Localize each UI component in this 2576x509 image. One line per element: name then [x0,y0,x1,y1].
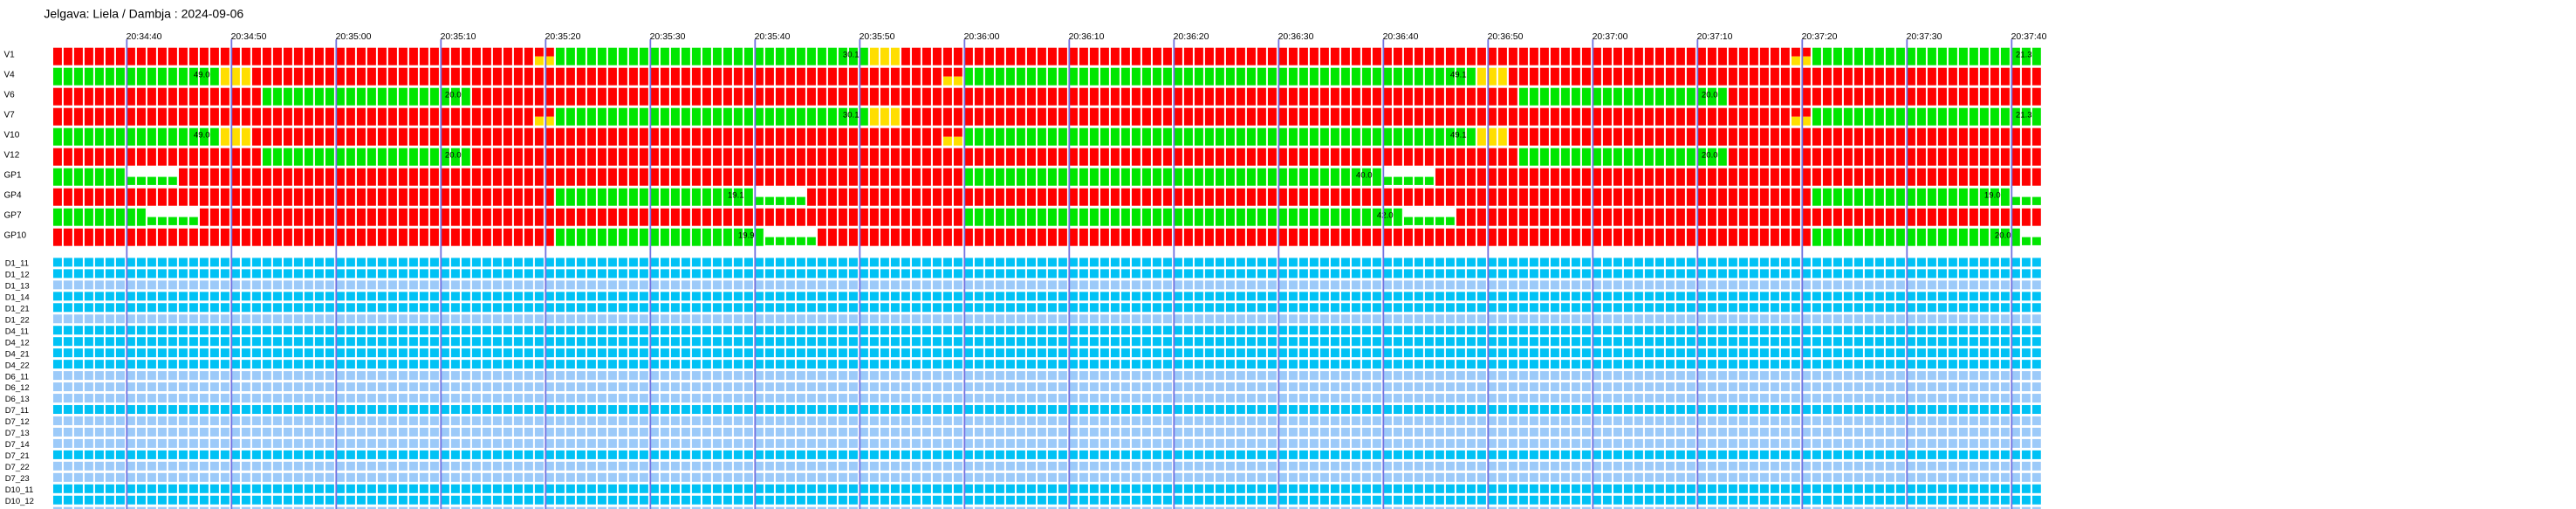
svg-text:20.0: 20.0 [445,150,462,160]
svg-text:20:36:20: 20:36:20 [1174,31,1209,42]
svg-text:19.1: 19.1 [728,190,744,200]
svg-text:20:35:10: 20:35:10 [441,31,476,42]
svg-text:20:35:30: 20:35:30 [650,31,686,42]
svg-text:D4_11: D4_11 [5,327,29,336]
svg-text:20:37:30: 20:37:30 [1907,31,1942,42]
svg-text:49.0: 49.0 [194,130,210,140]
svg-text:20:37:10: 20:37:10 [1697,31,1733,42]
svg-text:20:35:20: 20:35:20 [545,31,581,42]
svg-text:49.1: 49.1 [1450,70,1467,79]
svg-text:D7_14: D7_14 [5,440,30,450]
svg-text:D7_23: D7_23 [5,474,30,484]
svg-text:20:36:00: 20:36:00 [964,31,1000,42]
svg-text:20.0: 20.0 [1702,150,1718,160]
svg-text:V1: V1 [4,50,16,59]
svg-text:49.0: 49.0 [194,70,210,79]
svg-text:40.0: 40.0 [1356,170,1373,180]
svg-text:20:37:40: 20:37:40 [2011,31,2047,42]
svg-text:Jelgava: Liela / Dambja : 2024: Jelgava: Liela / Dambja : 2024-09-06 [44,7,243,21]
svg-text:D7_21: D7_21 [5,451,30,461]
svg-text:D7_13: D7_13 [5,429,30,438]
svg-text:20.0: 20.0 [1995,230,2011,240]
svg-text:V7: V7 [4,110,16,120]
svg-text:D1_22: D1_22 [5,315,30,325]
svg-text:20:35:00: 20:35:00 [336,31,372,42]
svg-text:21.3: 21.3 [2016,50,2032,59]
svg-text:D7_12: D7_12 [5,417,30,427]
svg-text:D10_12: D10_12 [5,497,34,506]
svg-text:20:36:30: 20:36:30 [1278,31,1314,42]
svg-text:20:37:00: 20:37:00 [1593,31,1628,42]
svg-text:GP4: GP4 [4,190,22,200]
svg-text:20:35:50: 20:35:50 [860,31,895,42]
svg-text:V10: V10 [4,130,20,140]
svg-text:20.0: 20.0 [445,90,462,100]
svg-text:D1_11: D1_11 [5,259,29,269]
svg-text:D6_11: D6_11 [5,372,29,382]
svg-text:20:36:10: 20:36:10 [1069,31,1105,42]
svg-text:D1_14: D1_14 [5,292,30,302]
svg-text:D10_11: D10_11 [5,485,34,495]
svg-text:D1_13: D1_13 [5,281,30,291]
svg-text:30.1: 30.1 [843,50,860,59]
svg-text:21.3: 21.3 [2016,110,2032,120]
svg-text:20:36:40: 20:36:40 [1383,31,1419,42]
svg-text:V12: V12 [4,150,20,160]
svg-text:D1_12: D1_12 [5,271,30,280]
svg-text:49.1: 49.1 [1450,130,1467,140]
svg-text:20.0: 20.0 [1702,90,1718,100]
svg-text:GP7: GP7 [4,210,22,220]
svg-text:20:34:40: 20:34:40 [127,31,162,42]
svg-text:V6: V6 [4,90,16,100]
svg-text:GP1: GP1 [4,170,22,180]
svg-text:19.9: 19.9 [738,230,755,240]
svg-text:GP10: GP10 [4,230,27,240]
svg-text:20:37:20: 20:37:20 [1802,31,1838,42]
svg-text:D4_12: D4_12 [5,338,30,347]
svg-text:19.0: 19.0 [1984,190,2001,200]
svg-text:D4_22: D4_22 [5,361,30,370]
svg-text:V4: V4 [4,70,16,79]
svg-text:D7_11: D7_11 [5,406,29,416]
svg-text:D7_22: D7_22 [5,463,30,472]
svg-text:D1_21: D1_21 [5,304,30,313]
svg-text:20:35:40: 20:35:40 [755,31,791,42]
svg-text:D4_21: D4_21 [5,349,30,359]
svg-text:30.1: 30.1 [843,110,860,120]
svg-text:D6_13: D6_13 [5,395,30,404]
svg-text:20:34:50: 20:34:50 [231,31,267,42]
svg-text:42.0: 42.0 [1377,210,1394,220]
svg-text:20:36:50: 20:36:50 [1488,31,1524,42]
svg-text:D6_12: D6_12 [5,383,30,393]
